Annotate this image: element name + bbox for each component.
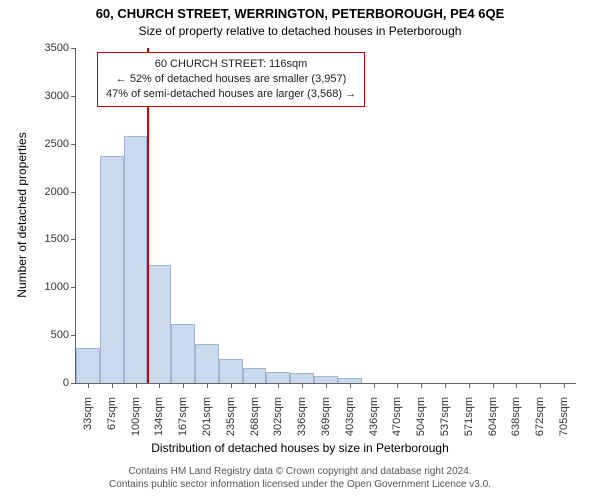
histogram-bar bbox=[147, 265, 171, 383]
x-tick bbox=[374, 383, 375, 388]
y-tick-label: 2000 bbox=[31, 186, 69, 198]
x-tick bbox=[207, 383, 208, 388]
y-tick bbox=[71, 239, 76, 240]
x-tick-label: 571sqm bbox=[463, 397, 475, 447]
chart-subtitle: Size of property relative to detached ho… bbox=[0, 24, 600, 38]
y-tick bbox=[71, 48, 76, 49]
annotation-line-3: 47% of semi-detached houses are larger (… bbox=[106, 87, 356, 102]
histogram-bar bbox=[195, 344, 219, 383]
histogram-bar bbox=[219, 359, 243, 383]
x-tick-label: 302sqm bbox=[272, 397, 284, 447]
annotation-line-1: 60 CHURCH STREET: 116sqm bbox=[106, 57, 356, 72]
y-tick-label: 3500 bbox=[31, 42, 69, 54]
x-tick-label: 537sqm bbox=[439, 397, 451, 447]
x-tick bbox=[564, 383, 565, 388]
histogram-bar bbox=[124, 136, 148, 383]
y-tick-label: 1000 bbox=[31, 281, 69, 293]
x-tick bbox=[469, 383, 470, 388]
x-axis-label: Distribution of detached houses by size … bbox=[0, 441, 600, 455]
x-tick bbox=[350, 383, 351, 388]
y-tick bbox=[71, 335, 76, 336]
histogram-bar bbox=[243, 368, 267, 383]
x-tick-label: 672sqm bbox=[534, 397, 546, 447]
chart-container: { "title": "60, CHURCH STREET, WERRINGTO… bbox=[0, 0, 600, 500]
x-tick-label: 134sqm bbox=[153, 397, 165, 447]
x-tick-label: 336sqm bbox=[296, 397, 308, 447]
y-tick bbox=[71, 192, 76, 193]
y-tick-label: 1500 bbox=[31, 233, 69, 245]
x-tick-label: 436sqm bbox=[368, 397, 380, 447]
x-tick bbox=[88, 383, 89, 388]
x-tick bbox=[183, 383, 184, 388]
histogram-bar bbox=[100, 156, 124, 383]
y-tick-label: 3000 bbox=[31, 90, 69, 102]
x-tick-label: 201sqm bbox=[201, 397, 213, 447]
y-axis-label: Number of detached properties bbox=[15, 65, 29, 365]
footer-line-1: Contains HM Land Registry data © Crown c… bbox=[0, 466, 600, 479]
x-tick bbox=[278, 383, 279, 388]
plot-area: 050010001500200025003000350033sqm67sqm10… bbox=[75, 48, 576, 384]
x-tick-label: 67sqm bbox=[106, 397, 118, 447]
x-tick bbox=[231, 383, 232, 388]
histogram-bar bbox=[266, 372, 290, 383]
x-tick bbox=[397, 383, 398, 388]
histogram-bar bbox=[171, 324, 195, 383]
y-tick bbox=[71, 144, 76, 145]
x-tick-label: 604sqm bbox=[487, 397, 499, 447]
x-tick bbox=[255, 383, 256, 388]
x-tick bbox=[493, 383, 494, 388]
y-tick-label: 0 bbox=[31, 377, 69, 389]
y-tick bbox=[71, 287, 76, 288]
x-tick-label: 369sqm bbox=[320, 397, 332, 447]
x-tick-label: 705sqm bbox=[558, 397, 570, 447]
x-tick bbox=[421, 383, 422, 388]
x-tick bbox=[302, 383, 303, 388]
histogram-bar bbox=[314, 376, 338, 383]
x-tick-label: 235sqm bbox=[225, 397, 237, 447]
histogram-bar bbox=[76, 348, 100, 383]
footer: Contains HM Land Registry data © Crown c… bbox=[0, 466, 600, 491]
x-tick bbox=[136, 383, 137, 388]
x-tick bbox=[112, 383, 113, 388]
histogram-bar bbox=[290, 373, 314, 383]
annotation-box: 60 CHURCH STREET: 116sqm ← 52% of detach… bbox=[97, 52, 365, 107]
x-tick-label: 167sqm bbox=[177, 397, 189, 447]
x-tick-label: 33sqm bbox=[82, 397, 94, 447]
x-tick-label: 470sqm bbox=[391, 397, 403, 447]
x-tick-label: 268sqm bbox=[249, 397, 261, 447]
x-tick-label: 638sqm bbox=[510, 397, 522, 447]
y-tick bbox=[71, 383, 76, 384]
x-tick-label: 504sqm bbox=[415, 397, 427, 447]
x-tick bbox=[445, 383, 446, 388]
y-tick-label: 2500 bbox=[31, 138, 69, 150]
x-tick bbox=[326, 383, 327, 388]
x-tick-label: 403sqm bbox=[344, 397, 356, 447]
y-tick-label: 500 bbox=[31, 329, 69, 341]
footer-line-2: Contains public sector information licen… bbox=[0, 479, 600, 492]
x-tick bbox=[540, 383, 541, 388]
annotation-line-2: ← 52% of detached houses are smaller (3,… bbox=[106, 72, 356, 87]
y-tick bbox=[71, 96, 76, 97]
x-tick bbox=[159, 383, 160, 388]
x-tick bbox=[516, 383, 517, 388]
chart-title: 60, CHURCH STREET, WERRINGTON, PETERBORO… bbox=[0, 6, 600, 21]
x-tick-label: 100sqm bbox=[130, 397, 142, 447]
